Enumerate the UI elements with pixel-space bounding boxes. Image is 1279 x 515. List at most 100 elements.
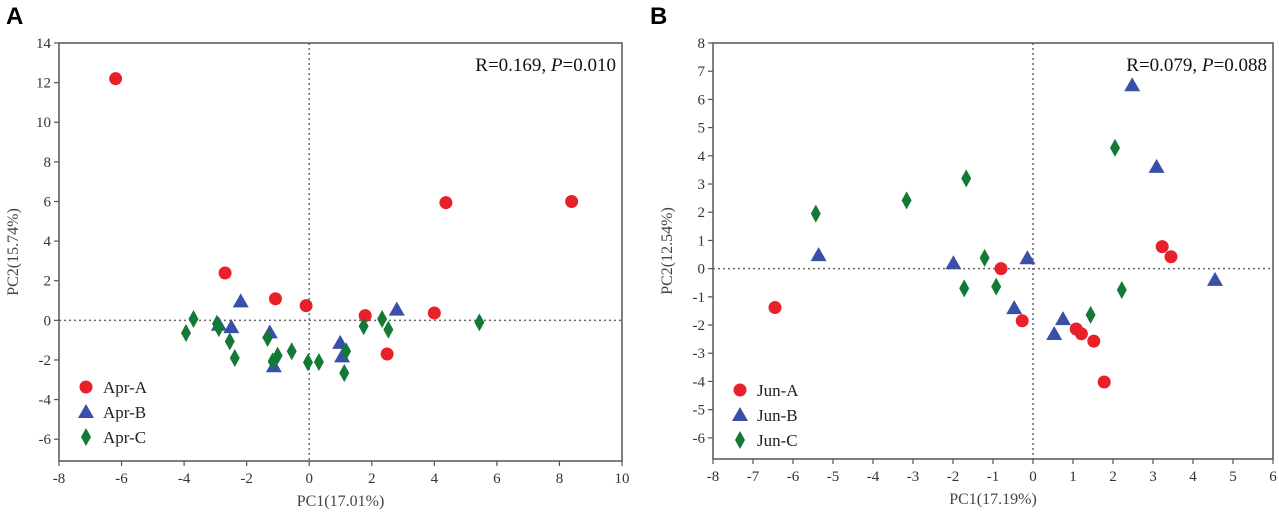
y-tick-label: 12: [36, 76, 51, 92]
data-point-triangle: [1046, 326, 1063, 341]
data-point-circle: [994, 262, 1008, 276]
legend-marker-diamond: [81, 428, 91, 446]
p-value: =0.088: [1214, 55, 1267, 76]
x-tick-label: -8: [707, 469, 720, 485]
x-tick-label: 6: [493, 471, 501, 487]
x-tick-label: 1: [1069, 469, 1077, 485]
y-tick-label: 3: [698, 177, 706, 193]
y-tick-label: 2: [44, 274, 52, 290]
data-point-circle: [1087, 334, 1101, 348]
data-point-diamond: [302, 353, 313, 372]
legend-label: Apr-A: [103, 378, 148, 397]
data-point-diamond: [959, 279, 970, 298]
data-point-diamond: [991, 277, 1002, 296]
x-tick-label: -6: [115, 471, 128, 487]
y-tick-label: 4: [698, 149, 706, 165]
data-point-diamond: [229, 348, 240, 367]
x-tick-label: 6: [1269, 469, 1277, 485]
data-point-diamond: [1110, 138, 1120, 157]
data-point-triangle: [810, 247, 827, 262]
data-point-diamond: [961, 169, 972, 188]
y-tick-label: -4: [693, 374, 706, 390]
x-tick-label: 2: [368, 471, 376, 487]
data-point-circle: [439, 196, 453, 210]
y-tick-label: 1: [698, 233, 706, 249]
data-point-circle: [1074, 327, 1088, 341]
x-tick-label: -2: [240, 471, 253, 487]
data-point-diamond: [339, 364, 350, 383]
data-point-triangle: [1148, 158, 1165, 173]
stats-annotation: R=0.169, P=0.010: [475, 55, 616, 76]
data-point-triangle: [945, 255, 962, 270]
data-point-circle: [1155, 240, 1169, 254]
x-tick-label: -4: [178, 471, 191, 487]
data-point-triangle: [1019, 250, 1036, 265]
series-apr-a: [109, 72, 579, 361]
series-apr-c: [180, 309, 485, 383]
y-tick-label: -5: [693, 403, 706, 419]
data-point-triangle: [1124, 77, 1141, 92]
data-point-diamond: [272, 346, 283, 365]
x-tick-label: -3: [907, 469, 920, 485]
y-tick-label: 4: [44, 234, 52, 250]
data-point-circle: [768, 301, 782, 315]
data-point-triangle: [388, 301, 405, 316]
y-tick-label: 14: [36, 36, 52, 52]
data-point-circle: [1015, 314, 1029, 328]
series-jun-c: [810, 138, 1127, 324]
x-tick-label: 8: [556, 471, 564, 487]
legend-label: Jun-B: [757, 406, 798, 425]
data-point-triangle: [1055, 311, 1071, 326]
panel-label: B: [650, 3, 667, 30]
y-axis-label: PC2(12.54%): [659, 207, 676, 295]
y-tick-label: 8: [44, 155, 52, 171]
data-point-diamond: [810, 204, 821, 223]
data-point-diamond: [1116, 281, 1127, 300]
data-point-diamond: [224, 332, 235, 351]
x-tick-label: -6: [787, 469, 800, 485]
x-tick-label: -8: [53, 471, 66, 487]
y-tick-label: 7: [698, 64, 706, 80]
r-statistic: R=0.169,: [475, 55, 551, 76]
legend-label: Apr-B: [103, 403, 146, 422]
x-tick-label: 2: [1109, 469, 1117, 485]
stats-annotation: R=0.079, P=0.088: [1126, 55, 1267, 76]
legend-marker-diamond: [735, 431, 745, 449]
data-point-diamond: [358, 317, 369, 336]
data-point-triangle: [332, 334, 349, 349]
data-point-circle: [358, 309, 372, 323]
series-jun-a: [768, 240, 1178, 389]
data-point-circle: [427, 306, 441, 320]
y-tick-label: -2: [39, 353, 52, 369]
data-point-diamond: [262, 328, 273, 347]
y-tick-label: -3: [693, 346, 706, 362]
data-point-diamond: [341, 342, 352, 361]
data-point-diamond: [901, 191, 912, 210]
x-tick-label: -5: [827, 469, 840, 485]
chart-panel-b: B -8 -7 -6 -5 -4 -3 -2 -1 0 1 2 3 4 5 6 -6 -5 -4 -3 -2 -1 0 1 2 3…: [650, 3, 1277, 508]
x-tick-label: 4: [1189, 469, 1197, 485]
data-point-circle: [1164, 250, 1178, 264]
x-tick-label: 10: [615, 471, 630, 487]
y-tick-label: -4: [39, 393, 52, 409]
data-point-circle: [218, 266, 232, 280]
legend-label: Jun-C: [757, 431, 798, 450]
y-tick-label: -6: [39, 432, 52, 448]
legend-marker-circle: [733, 383, 747, 397]
y-tick-label: 0: [698, 262, 706, 278]
x-tick-label: -2: [947, 469, 960, 485]
series-jun-b: [810, 77, 1223, 341]
chart-panel-a: A -8 -6 -4 -2 0 2 4 6 8 10 -6 -4 -2 0 2 4 6 8 10 12 14 PC1(17.…: [5, 3, 630, 510]
data-point-circle: [109, 72, 123, 86]
panel-label: A: [6, 3, 23, 30]
x-tick-label: 4: [431, 471, 439, 487]
y-axis-label: PC2(15.74%): [5, 208, 22, 296]
y-tick-label: 6: [698, 92, 706, 108]
data-point-circle: [299, 299, 313, 313]
data-point-diamond: [979, 248, 990, 267]
y-tick-label: 2: [698, 205, 706, 221]
data-point-diamond: [383, 320, 394, 339]
p-value: =0.010: [563, 55, 616, 76]
y-tick-label: -1: [693, 290, 706, 306]
